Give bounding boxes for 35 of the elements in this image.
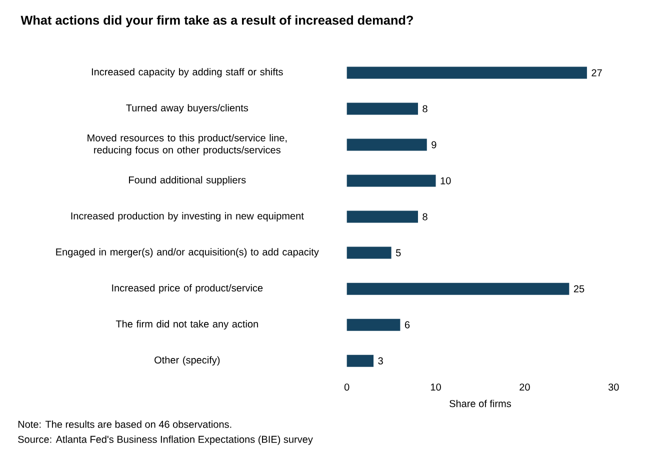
- y-tick-label: Moved resources to this product/service line, reducing focus on other products/services: [88, 134, 287, 156]
- text: What actions did your firm take as a result of increased demand?: [20, 15, 413, 28]
- data-label: 25: [574, 285, 584, 292]
- bar: [346, 354, 374, 367]
- x-tick-label: 20: [520, 384, 530, 391]
- data-label: 8: [422, 213, 428, 220]
- bar: [346, 210, 418, 223]
- source-note: Source: Atlanta Fed's Business Inflation Expectations (BIE) survey: [18, 436, 313, 445]
- bar: [346, 174, 436, 187]
- y-tick-label: Increased capacity by adding staff or shifts: [92, 68, 283, 78]
- bar: [346, 282, 570, 295]
- data-label: 6: [404, 321, 410, 328]
- bar: [346, 246, 392, 259]
- data-label: 27: [592, 69, 602, 76]
- y-tick-label: Increased price of product/service: [112, 284, 263, 294]
- y-tick-label: The firm did not take any action: [116, 320, 258, 330]
- y-tick-label: Engaged in merger(s) and/or acquisition(s) to add capacity: [56, 248, 319, 258]
- data-label: 8: [422, 105, 428, 112]
- x-tick-label: 30: [608, 384, 619, 391]
- bar: [346, 66, 587, 79]
- x-tick-label: 10: [430, 384, 441, 391]
- data-label: 3: [378, 357, 383, 364]
- data-label: 9: [432, 141, 436, 148]
- bar: [346, 318, 400, 331]
- x-tick-label: 0: [344, 384, 350, 391]
- bar: [346, 102, 418, 115]
- bar: [346, 138, 427, 151]
- y-tick-label: Turned away buyers/clients: [126, 104, 248, 114]
- data-label: 5: [396, 249, 401, 256]
- y-tick-label: Other (specify): [154, 356, 220, 366]
- data-label: 10: [440, 177, 451, 184]
- y-tick-label: Increased production by investing in new equipment: [71, 212, 304, 222]
- x-axis-title: Share of firms: [450, 400, 512, 408]
- text: Note: The results are based on 46 observations.: [18, 420, 232, 428]
- y-tick-label: Found additional suppliers: [129, 176, 246, 186]
